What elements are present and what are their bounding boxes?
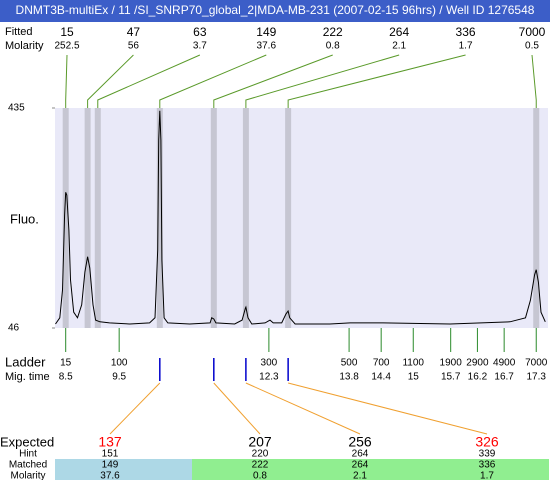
expected-connector bbox=[288, 382, 488, 435]
ladder-size: 15 bbox=[60, 358, 72, 369]
expected-value: 137 bbox=[98, 434, 122, 450]
mig-time-label: Mig. time bbox=[5, 371, 50, 383]
hint-value: 339 bbox=[479, 449, 496, 460]
title-bar bbox=[0, 0, 550, 22]
peak-connector bbox=[213, 54, 333, 108]
peak-band bbox=[156, 108, 163, 328]
peak-size: 222 bbox=[323, 25, 343, 39]
ladder-size: 300 bbox=[261, 358, 278, 369]
trace bbox=[55, 110, 546, 325]
expected-connector bbox=[109, 382, 161, 435]
molarity-value: 1.7 bbox=[480, 471, 494, 480]
peak-connector bbox=[87, 54, 134, 108]
matched-value: 149 bbox=[102, 460, 119, 471]
y-tick-label: 46 bbox=[8, 323, 20, 334]
peak-band bbox=[285, 108, 292, 328]
peak-molarity: 56 bbox=[128, 41, 140, 52]
expected-value: 256 bbox=[348, 434, 372, 450]
peak-connector bbox=[245, 54, 400, 108]
matched-label: Matched bbox=[9, 460, 47, 471]
ladder-size: 100 bbox=[111, 358, 128, 369]
ladder-size: 1900 bbox=[440, 358, 463, 369]
ladder-mig-time: 14.4 bbox=[371, 372, 391, 383]
matched-value: 264 bbox=[352, 460, 369, 471]
peak-size: 336 bbox=[456, 25, 476, 39]
hint-label: Hint bbox=[19, 449, 37, 460]
peak-size: 15 bbox=[60, 25, 74, 39]
y-axis-label: Fluo. bbox=[10, 211, 39, 226]
molarity-label: Molarity bbox=[5, 40, 44, 52]
matched-value: 222 bbox=[252, 460, 269, 471]
expected-connector bbox=[245, 382, 361, 435]
expected-label: Expected bbox=[0, 434, 54, 449]
hint-value: 151 bbox=[102, 449, 119, 460]
ladder-size: 700 bbox=[373, 358, 390, 369]
matched-value: 336 bbox=[479, 460, 496, 471]
molarity-row-label: Molarity bbox=[10, 471, 45, 480]
peak-band bbox=[210, 108, 217, 328]
peak-connector bbox=[159, 54, 267, 108]
peak-size: 63 bbox=[193, 25, 207, 39]
peak-connector bbox=[287, 54, 466, 108]
ladder-mig-time: 15 bbox=[408, 372, 420, 383]
ladder-mig-time: 16.2 bbox=[468, 372, 488, 383]
matched-cell bbox=[430, 459, 549, 480]
matched-cell bbox=[55, 459, 193, 480]
peak-band bbox=[84, 108, 91, 328]
peak-connector bbox=[65, 54, 68, 108]
ladder-size: 500 bbox=[341, 358, 358, 369]
plot-area bbox=[55, 108, 548, 328]
peak-size: 47 bbox=[127, 25, 141, 39]
peak-band bbox=[62, 108, 69, 328]
peak-connector bbox=[97, 54, 201, 108]
ladder-size: 1100 bbox=[402, 358, 424, 369]
peak-molarity: 252.5 bbox=[54, 41, 79, 52]
peak-band bbox=[242, 108, 249, 328]
peak-molarity: 3.7 bbox=[193, 41, 207, 52]
peak-size: 149 bbox=[256, 25, 276, 39]
ladder-label: Ladder bbox=[5, 354, 46, 369]
ladder-mig-time: 13.8 bbox=[339, 372, 359, 383]
ladder-size: 7000 bbox=[525, 358, 548, 369]
peak-band bbox=[533, 108, 540, 328]
molarity-value: 0.8 bbox=[253, 471, 267, 480]
hint-value: 220 bbox=[252, 449, 269, 460]
ladder-mig-time: 17.3 bbox=[527, 372, 547, 383]
ladder-size: 2900 bbox=[466, 358, 489, 369]
title: DNMT3B-multiEx / 11 /SI_SNRP70_global_2|… bbox=[16, 3, 535, 17]
ladder-mig-time: 15.7 bbox=[441, 372, 461, 383]
peak-connector bbox=[531, 54, 537, 108]
expected-value: 207 bbox=[248, 434, 272, 450]
molarity-value: 37.6 bbox=[100, 471, 120, 480]
hint-value: 264 bbox=[352, 449, 369, 460]
fitted-label: Fitted bbox=[5, 26, 33, 38]
expected-connector bbox=[213, 382, 261, 435]
ladder-mig-time: 8.5 bbox=[59, 372, 73, 383]
peak-band bbox=[94, 108, 101, 328]
expected-value: 326 bbox=[475, 434, 499, 450]
matched-cell bbox=[317, 459, 432, 480]
matched-cell bbox=[192, 459, 318, 480]
ladder-mig-time: 12.3 bbox=[259, 372, 279, 383]
ladder-size: 4900 bbox=[493, 358, 516, 369]
ladder-mig-time: 16.7 bbox=[494, 372, 514, 383]
peak-molarity: 37.6 bbox=[257, 41, 277, 52]
peak-molarity: 0.5 bbox=[525, 41, 539, 52]
peak-size: 7000 bbox=[519, 25, 546, 39]
peak-size: 264 bbox=[389, 25, 409, 39]
molarity-value: 2.1 bbox=[353, 471, 367, 480]
ladder-mig-time: 9.5 bbox=[112, 372, 126, 383]
peak-molarity: 1.7 bbox=[459, 41, 473, 52]
y-tick-label: 435 bbox=[8, 103, 25, 114]
peak-molarity: 0.8 bbox=[326, 41, 340, 52]
peak-molarity: 2.1 bbox=[392, 41, 406, 52]
